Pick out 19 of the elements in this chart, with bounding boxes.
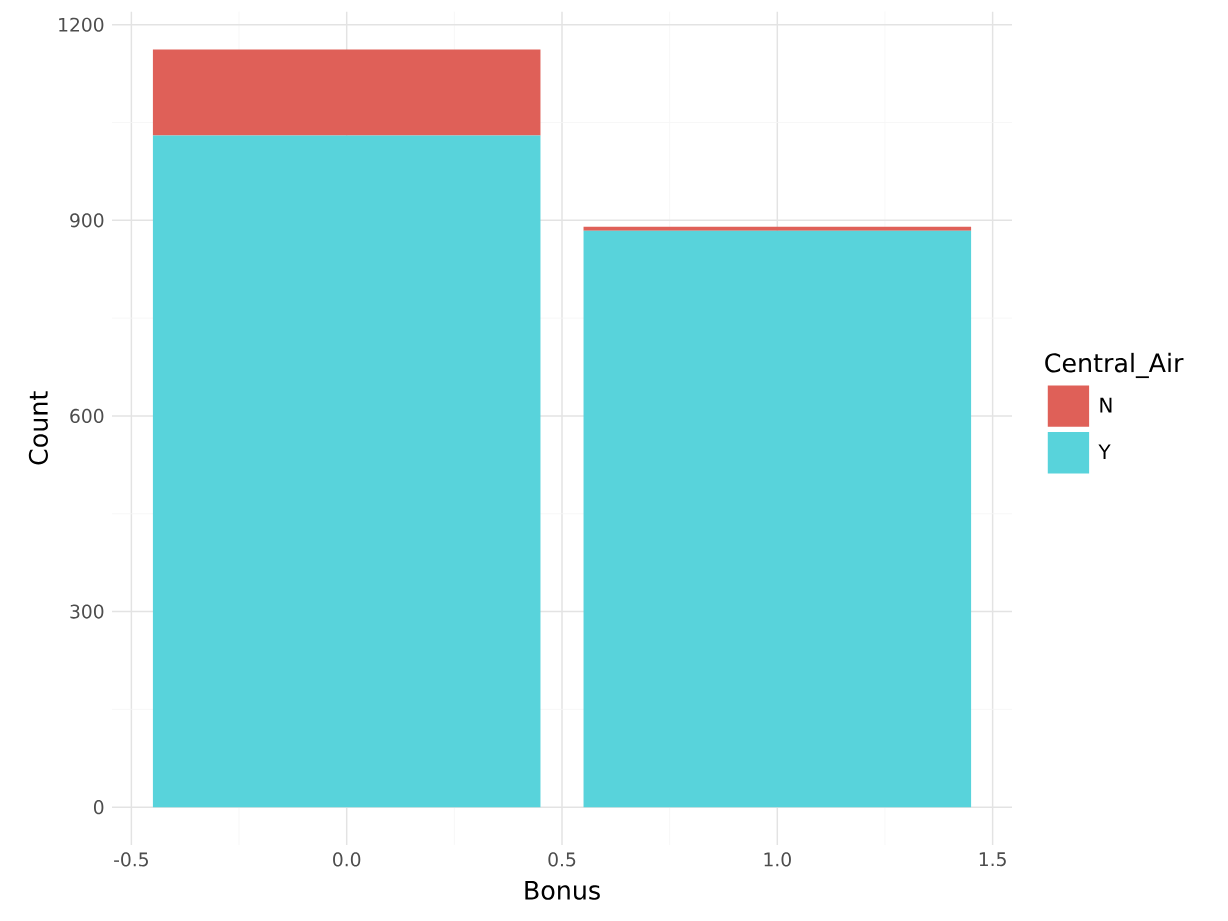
bar bbox=[152, 135, 541, 808]
y-tick-label: 300 bbox=[70, 604, 104, 619]
y-tick-label: 0 bbox=[93, 800, 104, 815]
x-tick-label: 0.5 bbox=[548, 852, 576, 867]
x-tick-label: 1.5 bbox=[979, 852, 1006, 867]
y-tick-label: 600 bbox=[70, 408, 104, 424]
bar bbox=[583, 226, 972, 231]
legend-label: Y bbox=[1098, 444, 1111, 460]
legend-title: Central_Air bbox=[1045, 352, 1184, 379]
x-tick-label: 1.0 bbox=[764, 852, 791, 867]
x-axis-title: Bonus bbox=[525, 880, 600, 900]
bar bbox=[152, 49, 541, 136]
legend-label: N bbox=[1100, 397, 1112, 413]
x-tick-label: 0.0 bbox=[333, 852, 361, 867]
bar bbox=[583, 230, 972, 808]
y-tick-label: 1200 bbox=[59, 17, 104, 32]
y-tick-label: 900 bbox=[70, 213, 104, 228]
x-tick-label: -0.5 bbox=[114, 852, 148, 867]
y-axis-title: Count bbox=[28, 391, 48, 465]
